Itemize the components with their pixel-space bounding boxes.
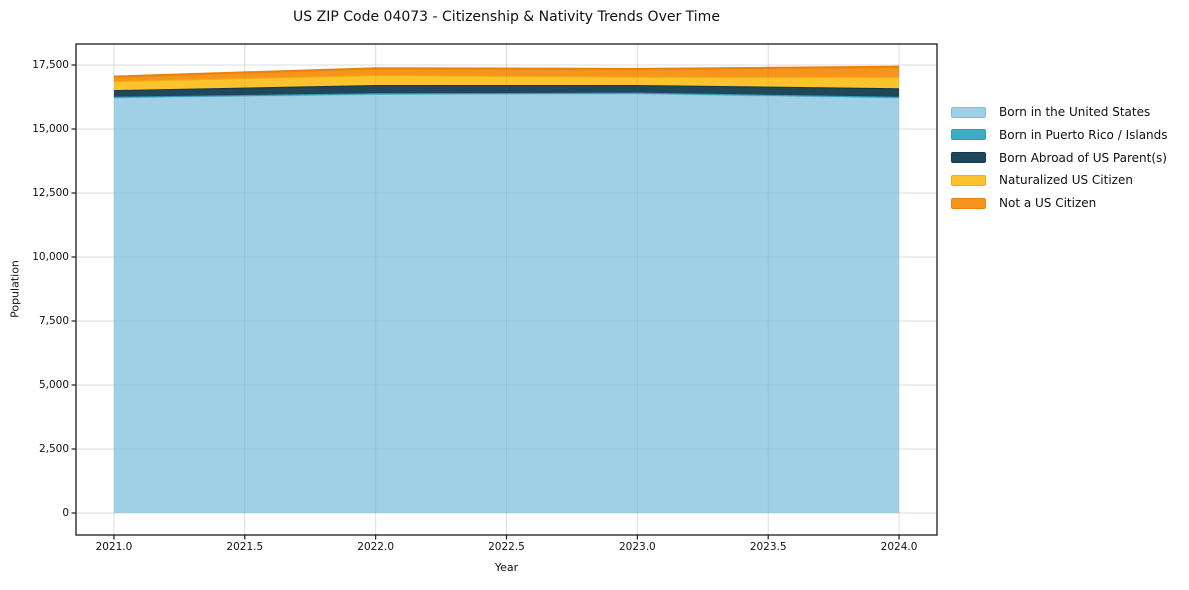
y-tick-label: 12,500 bbox=[32, 186, 69, 199]
area-naturalized-us-citizen bbox=[113, 74, 900, 91]
legend-swatch bbox=[951, 197, 986, 209]
legend-label: Not a US Citizen bbox=[999, 196, 1097, 210]
legend-swatch bbox=[951, 129, 986, 141]
legend-item-born-in-puerto-rico-islands: Born in Puerto Rico / Islands bbox=[951, 126, 1168, 144]
area-born-abroad-of-us-parent-s bbox=[113, 84, 900, 97]
legend-item-not-a-us-citizen: Not a US Citizen bbox=[951, 194, 1096, 212]
y-tick-label: 2,500 bbox=[38, 442, 69, 455]
legend-item-born-in-the-united-states: Born in the United States bbox=[951, 103, 1150, 121]
area-edge-not-a-us-citizen bbox=[113, 65, 900, 78]
y-axis-label: Population bbox=[8, 260, 22, 318]
legend-item-naturalized-us-citizen: Naturalized US Citizen bbox=[951, 171, 1133, 189]
chart-title: US ZIP Code 04073 - Citizenship & Nativi… bbox=[293, 9, 720, 25]
legend-label: Born in the United States bbox=[999, 105, 1151, 119]
area-not-a-us-citizen bbox=[113, 66, 900, 82]
x-tick-label: 2022.5 bbox=[488, 541, 525, 553]
x-tick-label: 2021.0 bbox=[95, 541, 133, 553]
x-tick-label: 2023.0 bbox=[618, 541, 656, 553]
x-tick-label: 2024.0 bbox=[880, 541, 918, 553]
legend-swatch bbox=[951, 106, 986, 118]
legend-label: Naturalized US Citizen bbox=[999, 173, 1133, 188]
legend-swatch bbox=[951, 152, 986, 163]
x-tick-label: 2021.5 bbox=[226, 541, 264, 553]
y-tick-label: 0 bbox=[62, 506, 69, 519]
x-tick-label: 2023.5 bbox=[749, 541, 787, 553]
x-tick-label: 2022.0 bbox=[357, 541, 395, 553]
legend-swatch bbox=[951, 174, 986, 186]
y-tick-label: 15,000 bbox=[32, 122, 69, 135]
x-axis-label: Year bbox=[494, 561, 519, 574]
y-tick-label: 5,000 bbox=[38, 378, 69, 391]
area-born-in-the-united-states bbox=[113, 93, 900, 513]
legend-label: Born in Puerto Rico / Islands bbox=[999, 127, 1168, 142]
y-tick-label: 7,500 bbox=[38, 314, 69, 327]
y-tick-label: 17,500 bbox=[32, 58, 69, 71]
y-tick-label: 10,000 bbox=[32, 250, 69, 263]
legend-item-born-abroad-of-us-parent-s: Born Abroad of US Parent(s) bbox=[951, 149, 1167, 167]
legend-label: Born Abroad of US Parent(s) bbox=[999, 150, 1167, 165]
